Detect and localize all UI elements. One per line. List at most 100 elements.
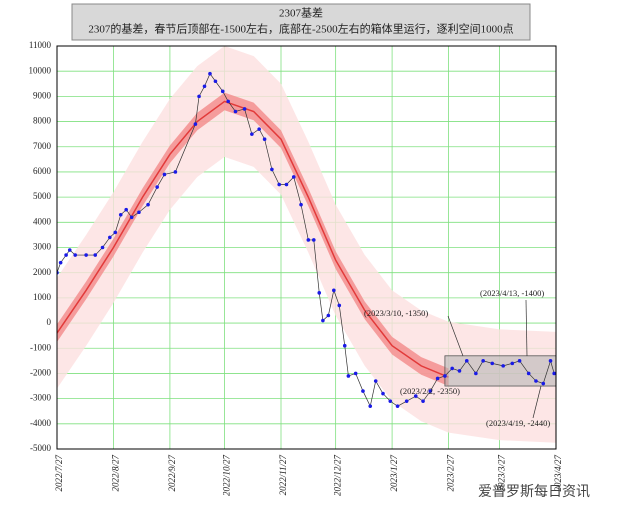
y-tick-label: 1000 bbox=[33, 292, 52, 302]
point bbox=[464, 359, 469, 363]
y-tick-label: 0 bbox=[47, 317, 52, 327]
point bbox=[501, 364, 505, 368]
point bbox=[173, 170, 178, 174]
point bbox=[93, 253, 98, 257]
y-tick-label: -1000 bbox=[30, 342, 51, 352]
y-tick-label: -3000 bbox=[30, 393, 51, 403]
point bbox=[481, 359, 485, 363]
y-tick-label: 8000 bbox=[33, 116, 52, 126]
point bbox=[388, 399, 393, 403]
point bbox=[337, 303, 342, 308]
y-tick-label: 11000 bbox=[29, 40, 52, 50]
x-tick-label: 2022/11/27 bbox=[278, 455, 288, 496]
x-tick-label: 2023/2/27 bbox=[446, 455, 456, 492]
chart-subtitle: 2307的基差，春节后顶部在-1500左右，底部在-2500左右的箱体里运行，逐… bbox=[88, 22, 513, 36]
y-tick-label: 3000 bbox=[33, 242, 52, 252]
point bbox=[220, 89, 225, 94]
annotation: (2023/2/2, -2350) bbox=[400, 386, 460, 396]
annotation: (2023/4/13, -1400) bbox=[480, 288, 544, 298]
point bbox=[202, 84, 207, 89]
point bbox=[510, 361, 515, 366]
point bbox=[299, 202, 303, 207]
point bbox=[233, 109, 238, 114]
y-tick-label: 9000 bbox=[33, 90, 52, 100]
point bbox=[552, 371, 556, 376]
point bbox=[113, 230, 118, 235]
point bbox=[346, 374, 351, 378]
x-tick-label: 2023/4/27 bbox=[553, 455, 563, 492]
annotation-leaders bbox=[447, 299, 542, 419]
x-tick-label: 2023/1/27 bbox=[389, 455, 399, 492]
y-tick-label: -4000 bbox=[30, 418, 51, 428]
leader bbox=[447, 315, 464, 357]
point bbox=[332, 288, 336, 293]
y-tick-label: 5000 bbox=[33, 191, 52, 201]
point bbox=[321, 318, 325, 323]
point bbox=[457, 369, 462, 373]
y-tick-label: -5000 bbox=[30, 443, 51, 453]
x-tick-label: 2023/3/27 bbox=[497, 455, 507, 492]
y-tick-label: 10000 bbox=[29, 65, 52, 75]
point bbox=[404, 399, 409, 403]
point bbox=[146, 202, 150, 207]
point bbox=[262, 137, 267, 141]
x-tick-label: 2022/12/27 bbox=[333, 455, 343, 497]
point bbox=[291, 175, 296, 179]
point bbox=[193, 122, 198, 126]
point bbox=[421, 399, 425, 403]
plot-frame bbox=[56, 45, 557, 450]
leader bbox=[525, 299, 528, 357]
range-box bbox=[444, 355, 556, 387]
point bbox=[534, 379, 538, 383]
point bbox=[64, 253, 68, 257]
point bbox=[373, 379, 378, 383]
point bbox=[58, 260, 63, 265]
point bbox=[353, 371, 358, 376]
point bbox=[162, 172, 167, 177]
y-tick-label: 6000 bbox=[33, 166, 52, 176]
point bbox=[242, 107, 247, 111]
point bbox=[155, 185, 159, 189]
point bbox=[129, 215, 134, 220]
x-tick-label: 2022/10/27 bbox=[222, 455, 232, 497]
point bbox=[361, 389, 365, 393]
point bbox=[490, 361, 495, 366]
point bbox=[250, 132, 254, 136]
point bbox=[381, 391, 385, 396]
annotation: (2023/3/10, -1350) bbox=[364, 308, 428, 318]
point bbox=[517, 359, 522, 363]
leader bbox=[532, 385, 542, 419]
point bbox=[100, 245, 105, 250]
point bbox=[317, 291, 322, 295]
point bbox=[326, 313, 331, 318]
y-tick-label: 7000 bbox=[33, 141, 52, 151]
point bbox=[226, 99, 230, 104]
point bbox=[428, 389, 433, 393]
y-tick-label: 2000 bbox=[33, 267, 52, 277]
point bbox=[395, 404, 400, 408]
inner-band bbox=[57, 92, 449, 387]
fit-line bbox=[57, 100, 449, 378]
point bbox=[118, 212, 123, 217]
x-tick-label: 2022/8/27 bbox=[111, 455, 121, 492]
point bbox=[197, 94, 201, 99]
point bbox=[450, 366, 454, 371]
point bbox=[311, 238, 316, 242]
x-tick-label: 2022/9/27 bbox=[167, 455, 177, 492]
point bbox=[368, 404, 373, 408]
annotation: (2023/4/19, -2440) bbox=[486, 418, 550, 428]
x-tick-label: 2022/7/27 bbox=[54, 455, 64, 492]
point bbox=[435, 376, 440, 381]
point bbox=[67, 248, 72, 252]
point bbox=[541, 381, 546, 386]
point bbox=[443, 374, 447, 378]
plot-area bbox=[57, 46, 556, 449]
point bbox=[108, 235, 112, 240]
point bbox=[208, 71, 212, 76]
point bbox=[284, 182, 289, 187]
chart-title: 2307基差 bbox=[279, 6, 323, 20]
point bbox=[526, 371, 531, 376]
point bbox=[306, 238, 311, 242]
point bbox=[73, 253, 78, 257]
